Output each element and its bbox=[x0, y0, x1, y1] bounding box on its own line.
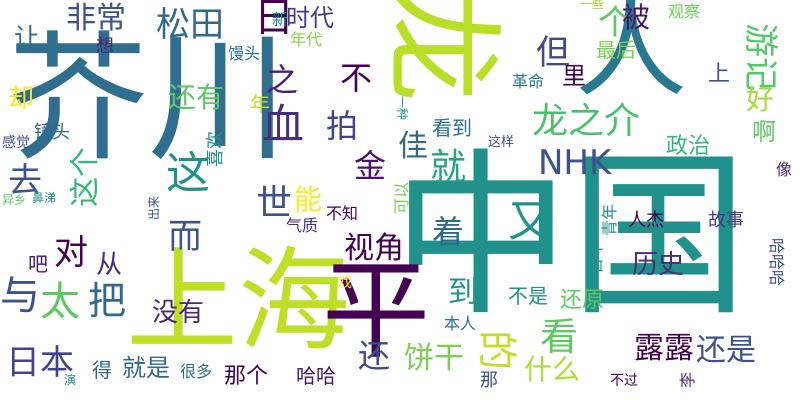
word-zhongguo: 中国 bbox=[392, 133, 748, 340]
word-long: 龙 bbox=[371, 0, 510, 102]
word-ba2: 吧 bbox=[28, 252, 48, 276]
word-songtian: 松田 bbox=[156, 5, 224, 45]
word-shidai: 时代 bbox=[286, 4, 334, 32]
word-biti: 鼻涕 bbox=[32, 191, 57, 205]
word-zhe: 这 bbox=[166, 148, 210, 199]
word-buzhi: 不知 bbox=[326, 204, 359, 223]
word-yizhong: 一种 bbox=[395, 95, 410, 121]
word-zhe2: 着 bbox=[432, 213, 465, 251]
word-haiyou: 还有 bbox=[168, 81, 225, 114]
word-zhege: 这个 bbox=[68, 147, 103, 207]
word-nian: 年 bbox=[250, 92, 270, 116]
word-ganjue: 感觉 bbox=[2, 135, 30, 151]
word-zhi: 之 bbox=[266, 61, 299, 99]
word-shang: 上 bbox=[708, 62, 731, 87]
word-dei: 得 bbox=[92, 358, 112, 382]
word-xue: 血 bbox=[262, 100, 305, 149]
word-li2: 李 bbox=[678, 371, 698, 389]
word-rang: 让 bbox=[14, 24, 41, 54]
word-dan: 但 bbox=[536, 33, 570, 73]
word-yixiang: 异乡 bbox=[2, 193, 27, 207]
word-ping: 平 bbox=[322, 249, 431, 374]
word-de: 的 bbox=[473, 330, 519, 370]
word-yu: 与 bbox=[0, 273, 40, 319]
word-hahaha: 哈哈哈 bbox=[767, 237, 787, 287]
word-dao: 到 bbox=[448, 275, 478, 310]
word-you: 又 bbox=[508, 196, 552, 247]
word-ba: 把 bbox=[88, 279, 127, 323]
word-bei: 被 bbox=[622, 1, 651, 34]
word-kan: 看 bbox=[540, 315, 579, 359]
word-shi: 世 bbox=[256, 183, 293, 224]
word-huanyuan: 还原 bbox=[560, 288, 605, 313]
word-gushi: 故事 bbox=[708, 210, 744, 231]
word-lulu: 露露 bbox=[634, 331, 694, 366]
word-shijiao: 视角 bbox=[344, 231, 404, 266]
word-zuihou: 最后 bbox=[596, 38, 636, 62]
word-lishi: 历史 bbox=[632, 250, 685, 280]
word-shenme: 什么 bbox=[524, 353, 581, 386]
word-jia: 佳 bbox=[398, 129, 428, 164]
word-haishi: 还是 bbox=[696, 333, 756, 368]
word-longzhijie: 龙之介 bbox=[532, 101, 641, 142]
word-haha: 哈哈 bbox=[296, 364, 336, 388]
word-niandai: 年代 bbox=[290, 30, 323, 49]
word-cong: 从 bbox=[96, 250, 123, 280]
word-kandao: 看到 bbox=[432, 116, 472, 140]
word-bu: 不 bbox=[340, 59, 373, 97]
word-benren: 本人 bbox=[444, 314, 477, 333]
word-er: 而 bbox=[168, 217, 202, 257]
word-chulai: 出来 bbox=[147, 195, 162, 221]
word-bainian: 百年 bbox=[586, 241, 606, 275]
word-zheyang: 这样 bbox=[488, 135, 515, 150]
word-ren: 人 bbox=[575, 0, 687, 113]
word-li: 里 bbox=[562, 62, 586, 90]
word-nage: 那个 bbox=[224, 364, 269, 389]
word-qu: 去 bbox=[8, 161, 42, 201]
word-keyi: 可以 bbox=[392, 181, 412, 215]
word-neng: 能 bbox=[294, 183, 323, 216]
word-tai: 太 bbox=[40, 279, 80, 325]
word-yixie: 一些 bbox=[580, 0, 605, 11]
word-feichang: 非常 bbox=[66, 1, 126, 36]
word-qingnian: 青年 bbox=[600, 203, 620, 237]
word-xiang2: 像 bbox=[776, 160, 793, 179]
word-bushi: 不是 bbox=[508, 284, 548, 308]
word-yan: 演 bbox=[64, 373, 77, 387]
word-meiyou: 没有 bbox=[152, 298, 205, 328]
word-qizhi: 气质 bbox=[286, 216, 319, 235]
word-geming: 革命 bbox=[512, 72, 545, 91]
word-binggan: 饼干 bbox=[404, 341, 464, 376]
word-renjie: 人杰 bbox=[628, 210, 664, 231]
word-nhk: NHK bbox=[538, 143, 612, 183]
word-ge: 个 bbox=[598, 3, 632, 43]
word-pai: 拍 bbox=[326, 107, 359, 145]
word-mantou: 馒头 bbox=[228, 44, 261, 63]
word-jiushi: 就是 bbox=[122, 354, 170, 382]
word-dui: 对 bbox=[54, 233, 88, 273]
word-hai: 还 bbox=[358, 337, 391, 375]
word-jingtou: 镜头 bbox=[34, 122, 70, 143]
word-jin: 金 bbox=[354, 147, 387, 185]
word-ri: 日 bbox=[254, 0, 294, 41]
word-xin: 新 bbox=[272, 10, 289, 29]
word-jiu: 就 bbox=[430, 147, 467, 188]
word-hao: 好 bbox=[746, 83, 775, 116]
word-xi: 戏 bbox=[338, 275, 352, 291]
word-na: 那 bbox=[480, 370, 498, 391]
word-youji: 游记 bbox=[740, 23, 780, 91]
word-riben: 日本 bbox=[6, 343, 74, 383]
word-guancha: 观察 bbox=[668, 2, 701, 21]
word-shanghai: 上海 bbox=[126, 237, 350, 367]
word-buguo: 不过 bbox=[610, 373, 638, 389]
word-que: 却 bbox=[8, 84, 35, 114]
word-xiang: 想 bbox=[96, 36, 114, 57]
word-akutagawa: 芥川 bbox=[8, 18, 289, 181]
word-zhengzhi: 政治 bbox=[666, 134, 711, 159]
word-a: 啊 bbox=[752, 118, 776, 146]
word-henduo: 很多 bbox=[180, 362, 213, 381]
